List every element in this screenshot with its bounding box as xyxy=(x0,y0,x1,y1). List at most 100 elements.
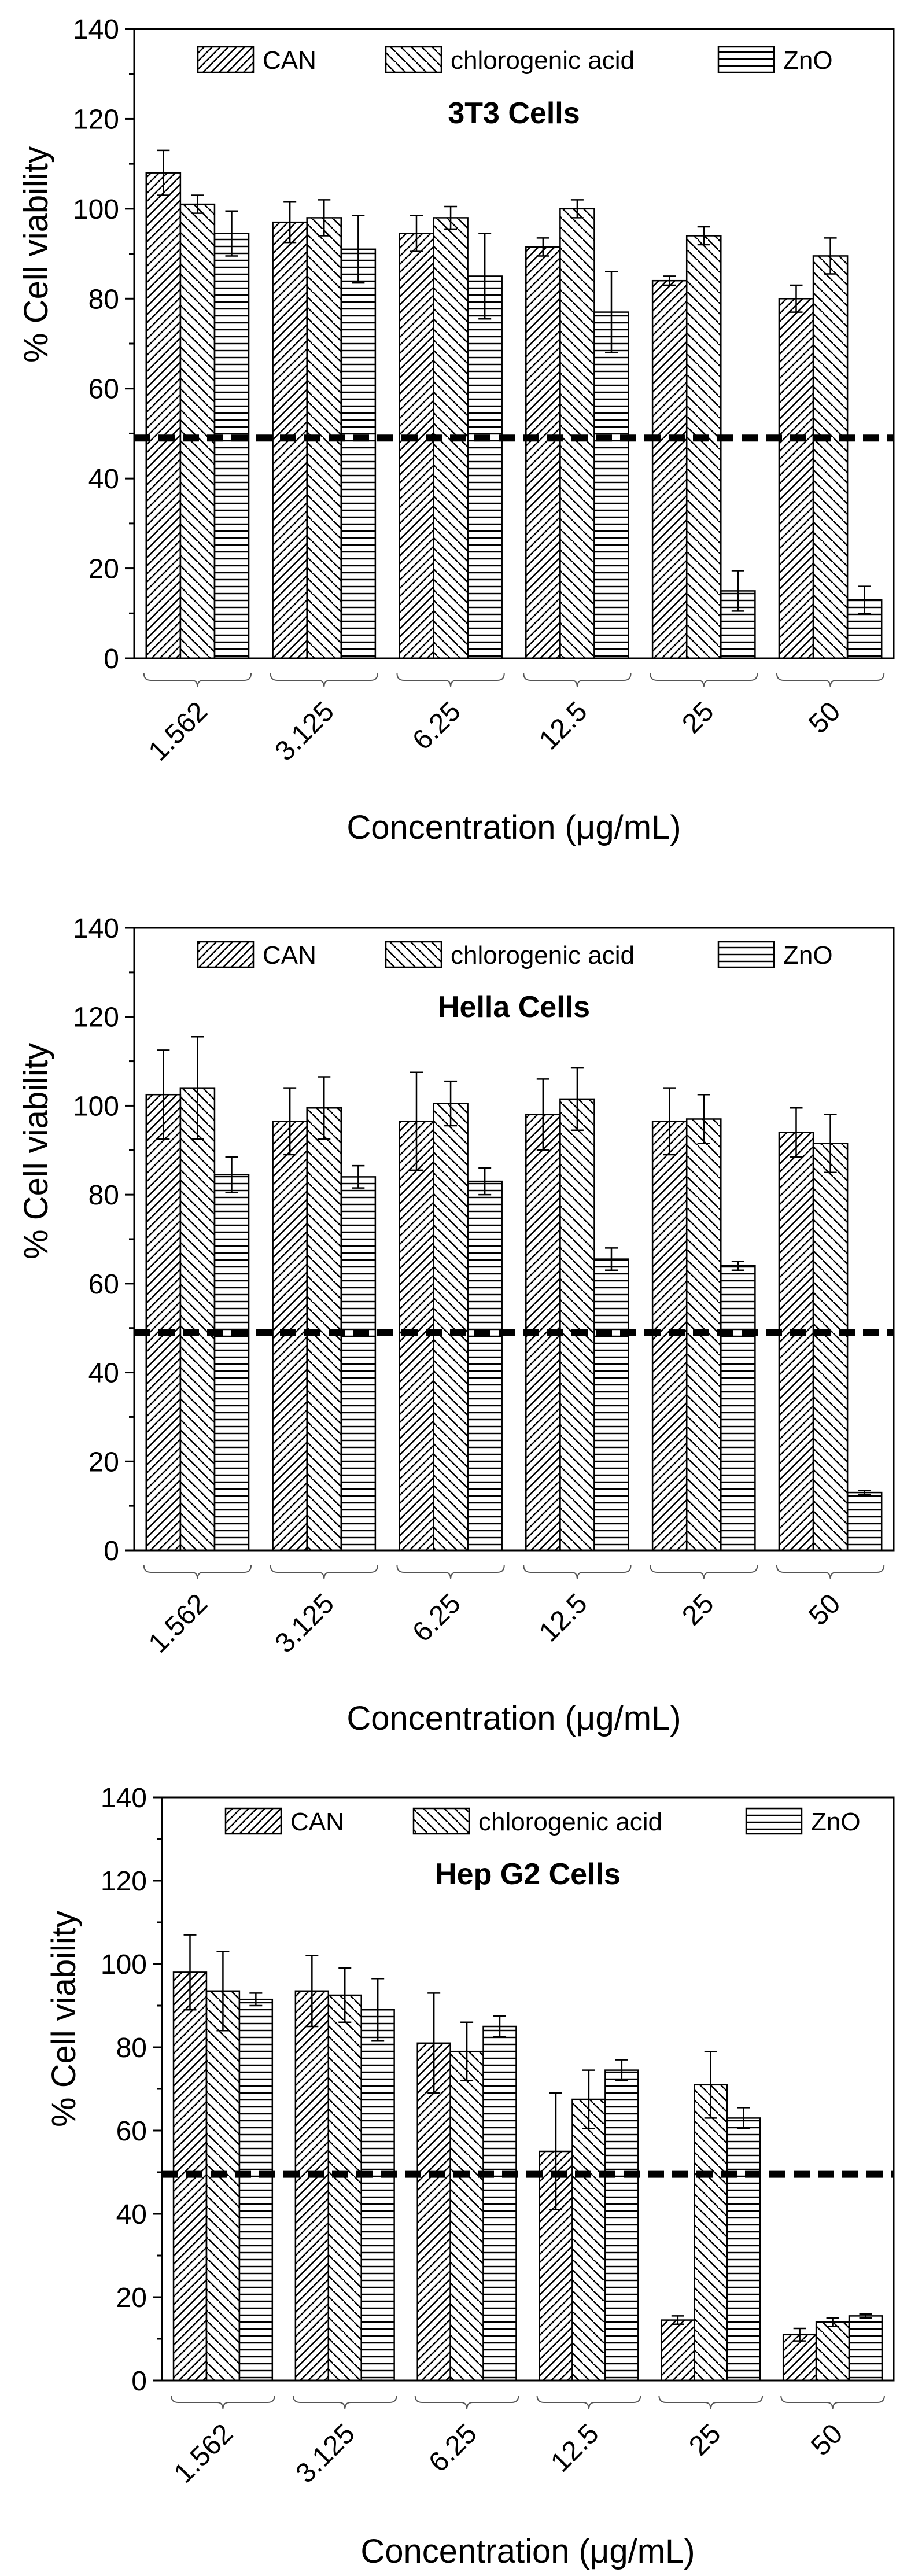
category-brace xyxy=(650,673,758,688)
x-tick-label: 1.562 xyxy=(143,1588,213,1659)
bar-can-1.562 xyxy=(145,1093,182,1552)
bar-zno-1.562 xyxy=(213,233,250,659)
y-tick-label: 60 xyxy=(88,374,119,405)
bar-zno-12.5 xyxy=(593,311,629,659)
chart-title: Hep G2 Cells xyxy=(435,1858,621,1891)
chart-panel-3: 0 20 40 60 80 100 120 140 % Cell viability 1.562 3… xyxy=(45,1783,895,2570)
legend-swatch xyxy=(385,941,442,968)
y-tick-label: 140 xyxy=(73,14,119,45)
x-tick-label: 1.562 xyxy=(168,2418,239,2489)
category-brace xyxy=(536,2395,641,2410)
legend-swatch xyxy=(717,46,775,73)
bar-chlorogenic-acid-6.25 xyxy=(433,1103,469,1552)
y-tick-label: 120 xyxy=(73,104,119,135)
x-tick-label: 12.5 xyxy=(545,2418,605,2478)
y-tick-label: 80 xyxy=(88,284,119,315)
bar-zno-3.125 xyxy=(340,1176,377,1552)
category-brace xyxy=(396,1565,505,1580)
x-tick-label: 12.5 xyxy=(533,1588,593,1648)
category-brace xyxy=(270,673,378,688)
bar-chlorogenic-acid-50 xyxy=(815,2321,850,2382)
category-brace xyxy=(396,673,505,688)
bar-can-25 xyxy=(661,2319,695,2382)
y-tick-label: 0 xyxy=(104,644,119,675)
legend-label: chlorogenic acid xyxy=(478,1808,662,1836)
legend-label: chlorogenic acid xyxy=(451,46,635,75)
bar-can-25 xyxy=(651,279,688,659)
y-tick-label: 100 xyxy=(101,1949,147,1980)
x-tick-label: 50 xyxy=(803,1588,846,1631)
x-axis-title: Concentration (μg/mL) xyxy=(346,809,681,846)
legend-swatch xyxy=(412,1807,470,1835)
bar-zno-6.25 xyxy=(482,2025,517,2382)
y-tick-label: 80 xyxy=(116,2033,147,2063)
y-tick-label: 140 xyxy=(73,913,119,944)
bar-zno-6.25 xyxy=(467,1180,503,1552)
x-tick-label: 3.125 xyxy=(290,2418,361,2489)
category-brace xyxy=(414,2395,519,2410)
x-tick-label: 12.5 xyxy=(533,696,593,756)
y-tick-label: 20 xyxy=(116,2283,147,2313)
category-brace xyxy=(292,2395,397,2410)
bar-chlorogenic-acid-1.562 xyxy=(179,203,216,659)
category-brace xyxy=(523,1565,632,1580)
x-tick-label: 6.25 xyxy=(423,2418,483,2478)
bar-chlorogenic-acid-12.5 xyxy=(559,1098,595,1552)
x-tick-label: 25 xyxy=(676,696,720,739)
y-tick-label: 20 xyxy=(88,554,119,585)
chart-panel-2: 0 20 40 60 80 100 120 140 % Cell viability 1.562 3… xyxy=(17,913,895,1737)
y-tick-label: 60 xyxy=(116,2116,147,2147)
bar-can-12.5 xyxy=(525,246,561,659)
y-tick-label: 20 xyxy=(88,1447,119,1477)
legend-label: CAN xyxy=(263,941,316,970)
y-tick-label: 40 xyxy=(88,464,119,495)
legend-label: ZnO xyxy=(783,46,833,75)
x-tick-label: 50 xyxy=(803,696,846,739)
legend-swatch xyxy=(385,46,442,73)
legend-label: chlorogenic acid xyxy=(451,941,635,970)
y-axis-title: % Cell viability xyxy=(17,146,55,363)
legend-label: ZnO xyxy=(783,941,833,970)
y-tick-label: 140 xyxy=(101,1783,147,1814)
bar-can-50 xyxy=(778,298,814,659)
category-brace xyxy=(658,2395,764,2410)
bar-chlorogenic-acid-6.25 xyxy=(449,2050,484,2382)
bar-chlorogenic-acid-3.125 xyxy=(327,1994,362,2382)
y-tick-label: 40 xyxy=(116,2199,147,2230)
bar-chlorogenic-acid-12.5 xyxy=(559,208,595,659)
legend-swatch xyxy=(717,941,775,968)
legend-label: CAN xyxy=(290,1808,344,1836)
category-brace xyxy=(171,2395,275,2410)
bar-chlorogenic-acid-50 xyxy=(812,1143,849,1552)
x-tick-label: 50 xyxy=(805,2418,849,2461)
bar-zno-25 xyxy=(720,1265,756,1552)
bar-chlorogenic-acid-12.5 xyxy=(571,2098,606,2382)
bar-chlorogenic-acid-50 xyxy=(812,255,849,659)
bar-zno-1.562 xyxy=(213,1174,250,1552)
bar-can-1.562 xyxy=(145,172,182,659)
y-tick-label: 120 xyxy=(73,1003,119,1033)
y-tick-label: 120 xyxy=(101,1866,147,1897)
chart-title: Hella Cells xyxy=(438,990,590,1024)
category-brace xyxy=(776,1565,885,1580)
category-brace xyxy=(270,1565,378,1580)
x-axis-title: Concentration (μg/mL) xyxy=(346,1700,681,1737)
bar-zno-1.562 xyxy=(238,1998,274,2382)
chart-title: 3T3 Cells xyxy=(448,97,580,130)
category-brace xyxy=(143,1565,252,1580)
chart-panel-1: 0 20 40 60 80 100 120 140 % Cell viability 1.562 3… xyxy=(17,14,895,846)
legend-label: CAN xyxy=(263,46,316,75)
category-brace xyxy=(143,673,252,688)
bar-chlorogenic-acid-1.562 xyxy=(205,1990,241,2382)
bar-can-50 xyxy=(778,1132,814,1552)
bar-zno-6.25 xyxy=(467,275,503,659)
bar-zno-50 xyxy=(846,1491,883,1552)
category-brace xyxy=(780,2395,885,2410)
legend-swatch xyxy=(745,1807,803,1835)
y-axis-title: % Cell viability xyxy=(17,1043,55,1259)
bar-zno-12.5 xyxy=(604,2069,639,2382)
bar-chlorogenic-acid-25 xyxy=(694,2084,728,2382)
x-tick-label: 3.125 xyxy=(270,1588,340,1659)
bar-can-6.25 xyxy=(399,233,434,659)
